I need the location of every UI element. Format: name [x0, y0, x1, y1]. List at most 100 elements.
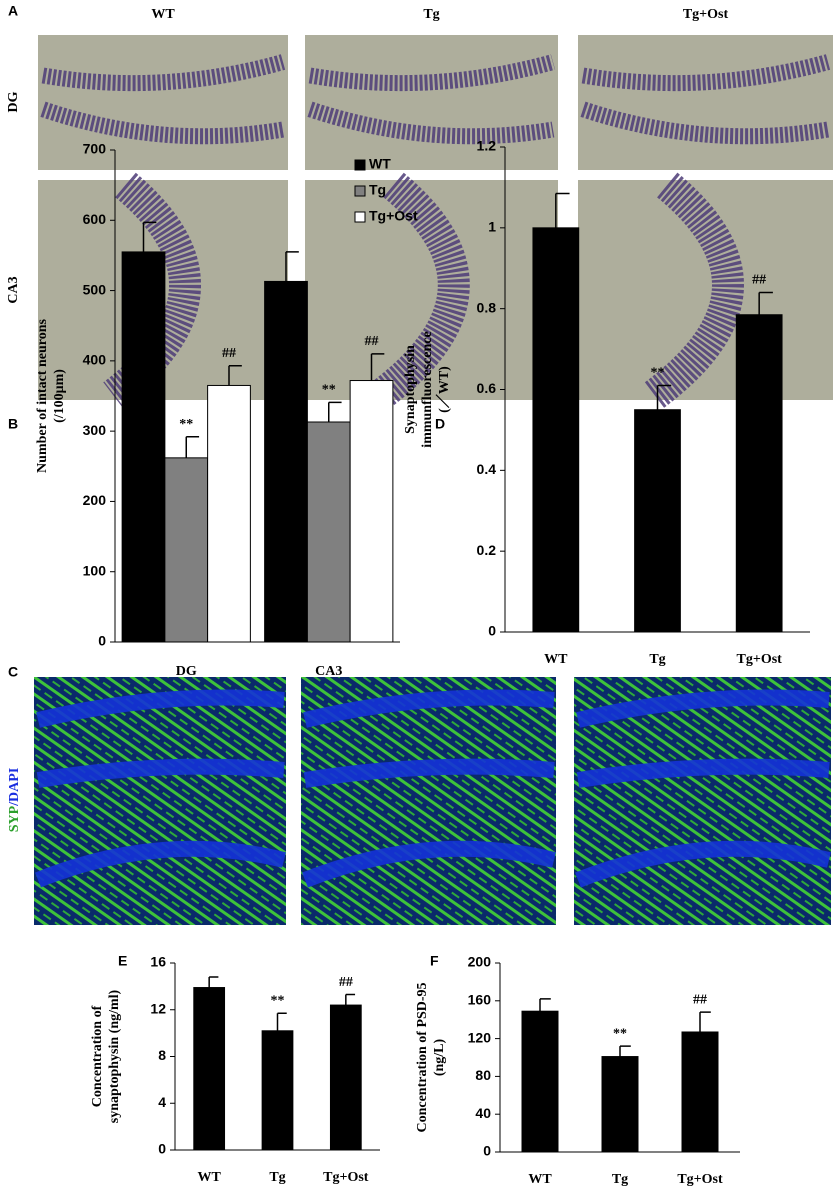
legend-swatch [354, 185, 366, 197]
x-tick-label: Tg+Ost [677, 1172, 723, 1187]
y-tick-label: 500 [83, 281, 107, 297]
panel-label: A [8, 3, 18, 19]
y-tick-label: 600 [83, 211, 107, 227]
y-axis-label: Synaptophysin [403, 345, 418, 434]
panel-label: E [118, 953, 127, 969]
row-label: DG [6, 91, 21, 112]
y-tick-label: 0 [483, 1143, 491, 1159]
x-tick-label: DG [176, 664, 197, 679]
y-axis-label: Number of intact neurons [35, 319, 50, 473]
error-bar [370, 353, 385, 381]
significance-mark: ## [752, 273, 766, 288]
significance-mark: ## [339, 975, 353, 990]
y-tick-label: 16 [150, 954, 166, 970]
y-tick-label: 700 [83, 141, 107, 157]
y-axis-label: (/100μm) [52, 369, 67, 423]
significance-mark: ** [179, 417, 193, 432]
y-tick-label: 200 [83, 492, 107, 508]
x-tick-label: Tg [612, 1172, 628, 1187]
y-axis-label: immunfluorescence [420, 331, 435, 447]
row-label: CA3 [6, 276, 21, 303]
cell-layer [307, 54, 556, 145]
micrograph [305, 180, 558, 400]
micrograph [578, 35, 833, 170]
error-bar [699, 1011, 711, 1032]
cell-layer [580, 54, 831, 145]
micrograph [38, 35, 288, 170]
y-tick-label: 1.2 [477, 138, 497, 154]
significance-mark: ** [651, 366, 665, 381]
error-bar [328, 401, 342, 423]
y-tick-label: 12 [150, 1000, 166, 1016]
bar [601, 1056, 639, 1153]
bar [164, 457, 209, 643]
bar [521, 1010, 559, 1153]
error-bar [758, 291, 773, 315]
x-tick-label: WT [528, 1172, 552, 1187]
y-tick-label: 40 [475, 1105, 491, 1121]
significance-mark: ## [693, 992, 707, 1007]
x-tick-label: Tg+Ost [737, 652, 783, 667]
legend-label: Tg [369, 182, 386, 198]
y-tick-label: 80 [475, 1067, 491, 1083]
y-tick-label: 400 [83, 352, 107, 368]
bar [193, 987, 226, 1151]
error-bar [619, 1045, 631, 1057]
legend-swatch [354, 159, 366, 171]
column-label: Tg [423, 7, 439, 22]
y-tick-label: 4 [158, 1094, 166, 1110]
significance-mark: ## [222, 346, 236, 361]
legend-label: WT [369, 156, 391, 172]
y-tick-label: 300 [83, 422, 107, 438]
error-bar [208, 976, 219, 988]
x-tick-label: Tg [649, 652, 665, 667]
y-axis-label: (／WT) [436, 366, 452, 413]
error-bar [142, 221, 157, 252]
panel-label: D [435, 416, 445, 432]
y-tick-label: 120 [468, 1029, 492, 1045]
y-tick-label: 0.4 [477, 461, 497, 477]
error-bar [228, 365, 242, 386]
x-tick-label: Tg+Ost [323, 1170, 369, 1185]
panel-label: B [8, 416, 18, 432]
legend-label: Tg+Ost [369, 208, 418, 224]
significance-mark: ** [271, 993, 285, 1008]
dapi-layer [302, 689, 556, 888]
y-axis-label: (ng/L) [432, 1038, 447, 1076]
micrograph [578, 180, 833, 400]
significance-mark: ** [322, 383, 336, 398]
bar [681, 1031, 719, 1153]
x-tick-label: WT [544, 652, 568, 667]
micrograph [305, 35, 558, 170]
error-bar [345, 993, 356, 1006]
bar [261, 1030, 294, 1151]
error-bar [656, 384, 672, 410]
dapi-layer [35, 689, 286, 888]
y-axis-label: Concentration of [90, 1005, 105, 1107]
bar [532, 227, 580, 633]
column-label: WT [151, 7, 175, 22]
y-tick-label: 8 [158, 1047, 166, 1063]
y-tick-label: 1 [488, 219, 496, 235]
significance-mark: ** [613, 1026, 627, 1041]
bar [735, 314, 783, 633]
error-bar [285, 251, 299, 282]
x-tick-label: CA3 [315, 664, 342, 679]
bar [207, 384, 251, 643]
column-label: Tg+Ost [683, 7, 729, 22]
bar [349, 380, 394, 643]
stain-label-part: /DAPI [7, 768, 22, 807]
panel-label: F [430, 953, 439, 969]
y-tick-label: 200 [468, 954, 492, 970]
error-bar [555, 192, 570, 228]
y-axis-label: synaptophysin (ng/ml) [107, 989, 122, 1123]
y-tick-label: 0.2 [477, 542, 497, 558]
y-tick-label: 100 [83, 562, 107, 578]
error-bar [539, 998, 551, 1012]
bar [306, 421, 351, 643]
y-tick-label: 160 [468, 992, 492, 1008]
error-bar [185, 436, 200, 458]
x-tick-label: WT [197, 1170, 221, 1185]
y-tick-label: 0 [488, 623, 496, 639]
